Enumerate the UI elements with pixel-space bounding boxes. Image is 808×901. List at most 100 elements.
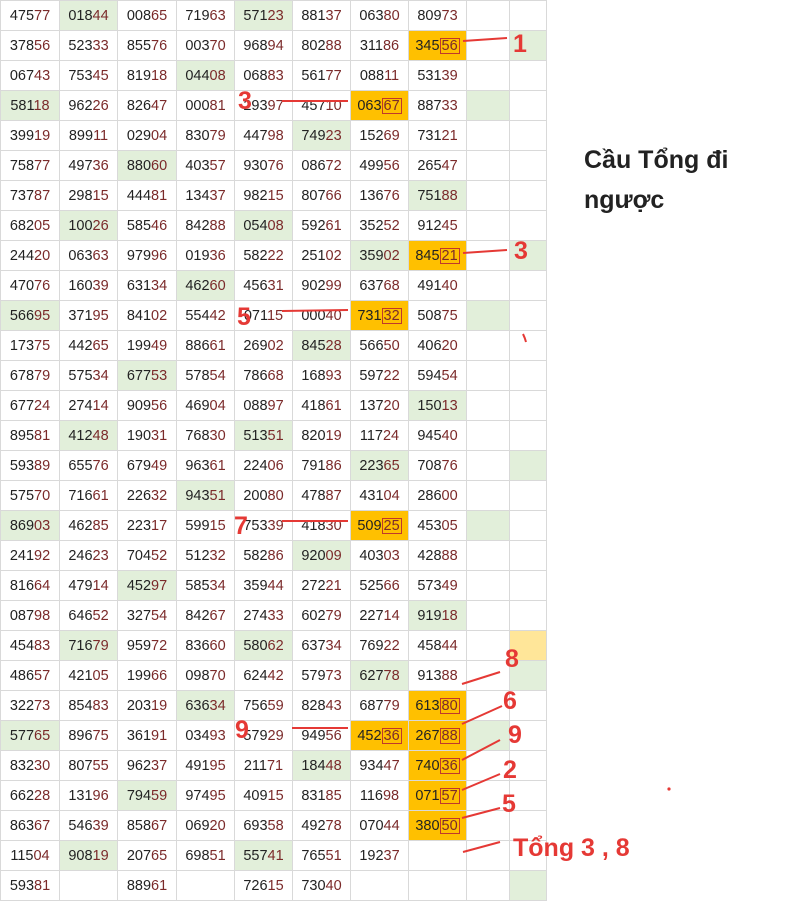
red-dot: [667, 787, 671, 791]
title-line-1: Cầu Tổng đi: [584, 146, 729, 174]
table-cell: 88961: [117, 870, 177, 901]
table-cell: 75877: [0, 150, 60, 181]
table-cell: 22714: [350, 600, 409, 631]
table-row: 59381 88961 72615 73040: [0, 870, 547, 901]
table-cell: 58118: [0, 90, 60, 121]
table-cell: [408, 840, 467, 871]
table-row: 37856 52333 85576 00370 96894 80288 31186 345 56: [0, 30, 547, 61]
annotation-number: 5: [237, 303, 251, 331]
table-cell: 00040: [292, 300, 351, 331]
table-cell: [466, 870, 510, 901]
table-cell: 15269: [350, 120, 409, 151]
table-cell: 20080: [234, 480, 293, 511]
table-cell: 08672: [292, 150, 351, 181]
table-cell: 37195: [59, 300, 118, 331]
table-row: 57765 89675 36191 03493 57929 94956 452 36 267 88: [0, 720, 547, 751]
table-cell: 84102: [117, 300, 177, 331]
table-cell: 35252: [350, 210, 409, 241]
table-cell: [509, 270, 547, 301]
table-cell: 22406: [234, 450, 293, 481]
table-cell: 063 67: [350, 90, 409, 121]
table-cell: 00370: [176, 30, 235, 61]
table-cell: 17375: [0, 330, 60, 361]
table-cell: 82647: [117, 90, 177, 121]
table-cell: 76830: [176, 420, 235, 451]
arrow-line-row25: [461, 739, 501, 761]
table-row: 11504 90819 20765 69851 55741 76551 19237: [0, 840, 547, 871]
table-cell: [509, 240, 547, 271]
table-cell: 88661: [176, 330, 235, 361]
table-cell: 57123: [234, 0, 293, 31]
table-cell: 63134: [117, 270, 177, 301]
table-cell: 79186: [292, 450, 351, 481]
arrow-line-row23: [461, 671, 501, 685]
table-cell: 13720: [350, 390, 409, 421]
table-row: 73787 29815 44481 13437 98215 80766 13676 75188: [0, 180, 547, 211]
table-cell: 55442: [176, 300, 235, 331]
table-cell: 07115: [234, 300, 293, 331]
table-cell: 47577: [0, 0, 60, 31]
table-cell: 70452: [117, 540, 177, 571]
table-cell: 22365: [350, 450, 409, 481]
table-cell: 97495: [176, 780, 235, 811]
table-cell: 42105: [59, 660, 118, 691]
table-cell: 68779: [350, 690, 409, 721]
table-cell: 09870: [176, 660, 235, 691]
table-cell: 94351: [176, 480, 235, 511]
arrow-line-row8: [462, 249, 508, 254]
table-cell: 11504: [0, 840, 60, 871]
table-cell: 49736: [59, 150, 118, 181]
table-cell: 75659: [234, 690, 293, 721]
table-row: 83230 80755 96237 49195 21171 18448 93447 740 36: [0, 750, 547, 781]
table-cell: 00865: [117, 0, 177, 31]
table-cell: 740 36: [408, 750, 467, 781]
table-cell: 345 56: [408, 30, 467, 61]
table-cell: 08798: [0, 600, 60, 631]
table-row: 24192 24623 70452 51232 58286 92009 40303 42888: [0, 540, 547, 571]
table-cell: 071 57: [408, 780, 467, 811]
table-cell: 21171: [234, 750, 293, 781]
table-cell: 82019: [292, 420, 351, 451]
table-cell: 78668: [234, 360, 293, 391]
table-cell: 98215: [234, 180, 293, 211]
table-cell: 36191: [117, 720, 177, 751]
table-cell: [466, 750, 510, 781]
table-row: 48657 42105 19966 09870 62442 57973 62778 91388: [0, 660, 547, 691]
table-row: 89581 41248 19031 76830 51351 82019 11724 94540: [0, 420, 547, 451]
table-cell: 13437: [176, 180, 235, 211]
table-cell: 79459: [117, 780, 177, 811]
table-cell: [466, 90, 510, 121]
table-cell: 71661: [59, 480, 118, 511]
table-cell: 267 88: [408, 720, 467, 751]
red-mark: [522, 333, 527, 343]
table-cell: 32273: [0, 690, 60, 721]
annotation-number: 5: [502, 790, 516, 818]
table-cell: 66228: [0, 780, 60, 811]
annotation-number: 9: [235, 716, 249, 744]
table-cell: [509, 810, 547, 841]
table-cell: 05408: [234, 210, 293, 241]
table-cell: 59389: [0, 450, 60, 481]
table-cell: 65576: [59, 450, 118, 481]
table-cell: 19237: [350, 840, 409, 871]
table-cell: [509, 210, 547, 241]
table-cell: 67724: [0, 390, 60, 421]
table-cell: 89911: [59, 120, 118, 151]
table-cell: 58546: [117, 210, 177, 241]
table-cell: 80766: [292, 180, 351, 211]
table-cell: [466, 360, 510, 391]
table-cell: [509, 570, 547, 601]
table-cell: 08897: [234, 390, 293, 421]
table-cell: 95972: [117, 630, 177, 661]
table-row: 47076 16039 63134 46260 45631 90299 63768 49140: [0, 270, 547, 301]
table-cell: 96894: [234, 30, 293, 61]
footer-note: Tổng 3 , 8: [513, 834, 630, 862]
table-cell: [176, 870, 235, 901]
table-cell: 56177: [292, 60, 351, 91]
table-cell: 83230: [0, 750, 60, 781]
table-cell: 57854: [176, 360, 235, 391]
title-line-2: ngược: [584, 186, 665, 214]
table-cell: 54639: [59, 810, 118, 841]
table-cell: 47887: [292, 480, 351, 511]
